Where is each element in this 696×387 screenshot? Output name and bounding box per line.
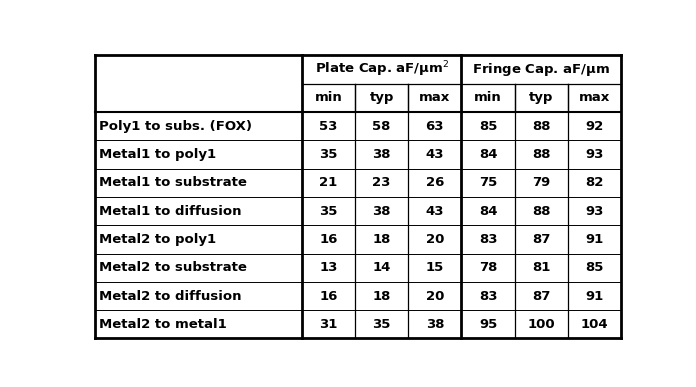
Text: 78: 78 bbox=[479, 261, 497, 274]
Text: 95: 95 bbox=[479, 318, 497, 331]
Text: 84: 84 bbox=[479, 205, 498, 217]
Text: Metal1 to substrate: Metal1 to substrate bbox=[100, 176, 247, 189]
Text: 104: 104 bbox=[580, 318, 608, 331]
Text: 63: 63 bbox=[426, 120, 444, 133]
Text: Metal2 to diffusion: Metal2 to diffusion bbox=[100, 289, 242, 303]
Text: min: min bbox=[474, 91, 502, 104]
Text: 88: 88 bbox=[532, 120, 551, 133]
Text: 18: 18 bbox=[372, 233, 391, 246]
Text: 15: 15 bbox=[426, 261, 444, 274]
Text: 100: 100 bbox=[528, 318, 555, 331]
Text: 20: 20 bbox=[426, 233, 444, 246]
Text: max: max bbox=[579, 91, 610, 104]
Text: 91: 91 bbox=[585, 289, 603, 303]
Text: 16: 16 bbox=[319, 289, 338, 303]
Text: 35: 35 bbox=[372, 318, 391, 331]
Text: 13: 13 bbox=[319, 261, 338, 274]
Text: 38: 38 bbox=[372, 148, 391, 161]
Text: 16: 16 bbox=[319, 233, 338, 246]
Text: 75: 75 bbox=[479, 176, 497, 189]
Text: 84: 84 bbox=[479, 148, 498, 161]
Text: Metal1 to poly1: Metal1 to poly1 bbox=[100, 148, 216, 161]
Text: 35: 35 bbox=[319, 205, 338, 217]
Text: 81: 81 bbox=[532, 261, 551, 274]
Text: 88: 88 bbox=[532, 205, 551, 217]
Text: Metal1 to diffusion: Metal1 to diffusion bbox=[100, 205, 242, 217]
Text: typ: typ bbox=[529, 91, 553, 104]
Text: Metal2 to substrate: Metal2 to substrate bbox=[100, 261, 247, 274]
Text: 38: 38 bbox=[426, 318, 444, 331]
Text: Metal2 to metal1: Metal2 to metal1 bbox=[100, 318, 227, 331]
Text: Plate Cap. aF/$\mathregular{\mu}$m$^2$: Plate Cap. aF/$\mathregular{\mu}$m$^2$ bbox=[315, 60, 449, 79]
Text: 18: 18 bbox=[372, 289, 391, 303]
Text: 58: 58 bbox=[372, 120, 391, 133]
Text: 26: 26 bbox=[426, 176, 444, 189]
Text: 91: 91 bbox=[585, 233, 603, 246]
Text: 82: 82 bbox=[585, 176, 603, 189]
Text: 23: 23 bbox=[372, 176, 391, 189]
Text: 85: 85 bbox=[479, 120, 497, 133]
Text: typ: typ bbox=[370, 91, 394, 104]
Text: 85: 85 bbox=[585, 261, 603, 274]
Text: 87: 87 bbox=[532, 233, 551, 246]
Text: 79: 79 bbox=[532, 176, 551, 189]
Text: 93: 93 bbox=[585, 148, 603, 161]
Text: 93: 93 bbox=[585, 205, 603, 217]
Text: max: max bbox=[419, 91, 450, 104]
Text: 53: 53 bbox=[319, 120, 338, 133]
Text: 14: 14 bbox=[372, 261, 391, 274]
Text: 38: 38 bbox=[372, 205, 391, 217]
Text: 83: 83 bbox=[479, 289, 498, 303]
Text: 21: 21 bbox=[319, 176, 338, 189]
Text: 43: 43 bbox=[426, 148, 444, 161]
Text: 20: 20 bbox=[426, 289, 444, 303]
Text: 35: 35 bbox=[319, 148, 338, 161]
Text: 92: 92 bbox=[585, 120, 603, 133]
Text: 43: 43 bbox=[426, 205, 444, 217]
Text: min: min bbox=[315, 91, 342, 104]
Text: Fringe Cap. aF/$\mathregular{\mu}$m: Fringe Cap. aF/$\mathregular{\mu}$m bbox=[473, 61, 610, 78]
Text: 87: 87 bbox=[532, 289, 551, 303]
Text: 88: 88 bbox=[532, 148, 551, 161]
Text: 31: 31 bbox=[319, 318, 338, 331]
Text: Poly1 to subs. (FOX): Poly1 to subs. (FOX) bbox=[100, 120, 253, 133]
Text: 83: 83 bbox=[479, 233, 498, 246]
Text: Metal2 to poly1: Metal2 to poly1 bbox=[100, 233, 216, 246]
